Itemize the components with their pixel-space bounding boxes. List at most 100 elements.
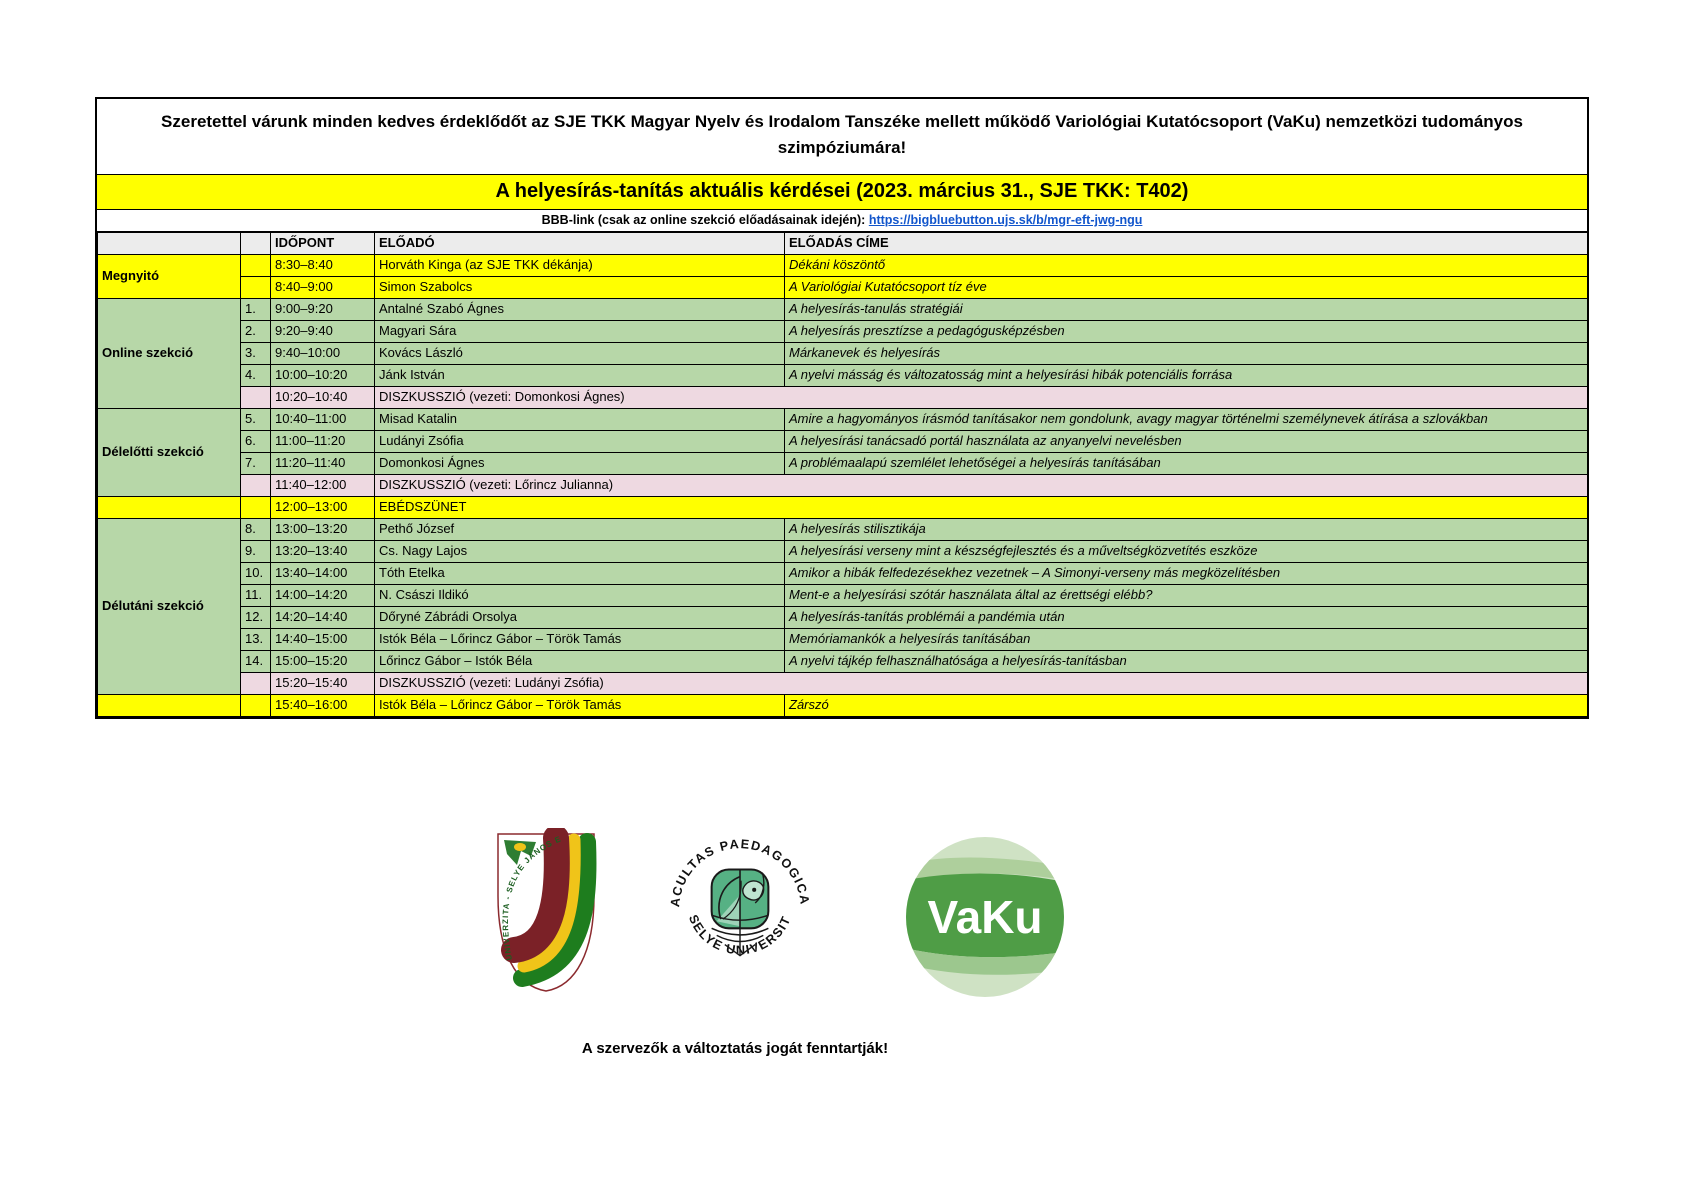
table-row: 12. 14:20–14:40 Dőryné Zábrádi Orsolya A… bbox=[98, 605, 1588, 629]
speaker-cell: Simon Szabolcs bbox=[374, 275, 785, 299]
num-cell bbox=[240, 693, 271, 717]
table-row: 14. 15:00–15:20 Lőrincz Gábor – Istók Bé… bbox=[98, 649, 1588, 673]
num-cell bbox=[240, 385, 271, 409]
title-cell: Memóriamankók a helyesírás tanításában bbox=[784, 627, 1588, 651]
time-cell: 13:00–13:20 bbox=[270, 517, 375, 541]
bird-icon bbox=[504, 840, 536, 865]
title-cell: Amikor a hibák felfedezésekhez vezetnek … bbox=[784, 561, 1588, 585]
num-cell: 11. bbox=[240, 583, 271, 607]
title-cell: A nyelvi tájkép felhasználhatósága a hel… bbox=[784, 649, 1588, 673]
speaker-cell: Domonkosi Ágnes bbox=[374, 451, 785, 475]
speaker-cell: Kovács László bbox=[374, 341, 785, 365]
speaker-cell: Horváth Kinga (az SJE TKK dékánja) bbox=[374, 253, 785, 277]
speaker-cell: Misad Katalin bbox=[374, 407, 785, 431]
time-cell: 11:40–12:00 bbox=[270, 473, 375, 497]
num-cell: 14. bbox=[240, 649, 271, 673]
time-cell: 15:40–16:00 bbox=[270, 693, 375, 717]
title-cell: Zárszó bbox=[784, 693, 1588, 717]
time-cell: 9:00–9:20 bbox=[270, 297, 375, 321]
header-num-cell bbox=[240, 231, 271, 255]
header-section-cell bbox=[97, 231, 241, 255]
time-cell: 9:40–10:00 bbox=[270, 341, 375, 365]
title-cell: A problémaalapú szemlélet lehetőségei a … bbox=[784, 451, 1588, 475]
time-cell: 11:00–11:20 bbox=[270, 429, 375, 453]
num-cell: 3. bbox=[240, 341, 271, 365]
schedule-table: IDŐPONT ELŐADÓ ELŐADÁS CÍME Megnyitó 8:3… bbox=[97, 231, 1588, 717]
time-cell: 9:20–9:40 bbox=[270, 319, 375, 343]
num-cell bbox=[240, 253, 271, 277]
time-cell: 13:20–13:40 bbox=[270, 539, 375, 563]
time-cell: 8:40–9:00 bbox=[270, 275, 375, 299]
time-cell: 14:20–14:40 bbox=[270, 605, 375, 629]
table-row: 7. 11:20–11:40 Domonkosi Ágnes A problém… bbox=[98, 451, 1588, 475]
speaker-cell: Antalné Szabó Ágnes bbox=[374, 297, 785, 321]
num-cell: 7. bbox=[240, 451, 271, 475]
time-cell: 15:20–15:40 bbox=[270, 671, 375, 695]
bbb-link-row: BBB-link (csak az online szekció előadás… bbox=[97, 209, 1587, 232]
closing-row: 15:40–16:00 Istók Béla – Lőrincz Gábor –… bbox=[97, 693, 1588, 717]
column-header-time: IDŐPONT bbox=[270, 231, 375, 255]
section-label-online: Online szekció bbox=[97, 297, 241, 409]
vaku-logo: VaKu bbox=[905, 836, 1065, 998]
table-row: 13. 14:40–15:00 Istók Béla – Lőrincz Gáb… bbox=[98, 627, 1588, 651]
title-cell: Márkanevek és helyesírás bbox=[784, 341, 1588, 365]
lunch-cell: EBÉDSZÜNET bbox=[374, 495, 1588, 519]
table-row: 3. 9:40–10:00 Kovács László Márkanevek é… bbox=[98, 341, 1588, 365]
title-cell: Dékáni köszöntő bbox=[784, 253, 1588, 277]
num-cell: 6. bbox=[240, 429, 271, 453]
speaker-cell: Dőryné Zábrádi Orsolya bbox=[374, 605, 785, 629]
discussion-row: 10:20–10:40 DISZKUSSZIÓ (vezeti: Domonko… bbox=[98, 385, 1588, 409]
intro-text: Szeretettel várunk minden kedves érdeklő… bbox=[97, 99, 1587, 175]
table-row: 11. 14:00–14:20 N. Császi Ildikó Ment-e … bbox=[98, 583, 1588, 607]
num-cell: 13. bbox=[240, 627, 271, 651]
table-row: 2. 9:20–9:40 Magyari Sára A helyesírás p… bbox=[98, 319, 1588, 343]
title-cell: A helyesírás stilisztikája bbox=[784, 517, 1588, 541]
footer-note: A szervezők a változtatás jogát fenntart… bbox=[581, 1040, 889, 1057]
section-cell-empty bbox=[97, 693, 241, 717]
faculty-logo: FACULTAS PAEDAGOGICAE J. SELYE UNIVERSIT… bbox=[659, 817, 816, 980]
time-cell: 10:40–11:00 bbox=[270, 407, 375, 431]
table-row: Online szekció 1. 9:00–9:20 Antalné Szab… bbox=[97, 297, 1588, 409]
title-cell: A helyesírás-tanítás problémái a pandémi… bbox=[784, 605, 1588, 629]
time-cell: 10:00–10:20 bbox=[270, 363, 375, 387]
num-cell: 12. bbox=[240, 605, 271, 629]
time-cell: 11:20–11:40 bbox=[270, 451, 375, 475]
num-cell bbox=[240, 495, 271, 519]
table-row: 4. 10:00–10:20 Jánk István A nyelvi máss… bbox=[98, 363, 1588, 387]
section-cell-empty bbox=[97, 495, 241, 519]
section-label-afternoon: Délutáni szekció bbox=[97, 517, 241, 695]
time-cell: 13:40–14:00 bbox=[270, 561, 375, 585]
table-row: Délelőtti szekció 5. 10:40–11:00 Misad K… bbox=[97, 407, 1588, 497]
speaker-cell: Lőrincz Gábor – Istók Béla bbox=[374, 649, 785, 673]
vaku-label: VaKu bbox=[927, 891, 1042, 943]
discussion-cell: DISZKUSSZIÓ (vezeti: Lőrincz Julianna) bbox=[374, 473, 1588, 497]
speaker-cell: Jánk István bbox=[374, 363, 785, 387]
num-cell: 9. bbox=[240, 539, 271, 563]
table-row: Délutáni szekció 8. 13:00–13:20 Pethő Jó… bbox=[97, 517, 1588, 695]
speaker-cell: Tóth Etelka bbox=[374, 561, 785, 585]
title-cell: A helyesírási tanácsadó portál használat… bbox=[784, 429, 1588, 453]
time-cell: 10:20–10:40 bbox=[270, 385, 375, 409]
num-cell: 1. bbox=[240, 297, 271, 321]
program-sheet: Szeretettel várunk minden kedves érdeklő… bbox=[95, 97, 1589, 719]
column-header-title: ELŐADÁS CÍME bbox=[784, 231, 1588, 255]
page-title: A helyesírás-tanítás aktuális kérdései (… bbox=[97, 174, 1587, 210]
time-cell: 8:30–8:40 bbox=[270, 253, 375, 277]
table-row: 8:40–9:00 Simon Szabolcs A Variológiai K… bbox=[98, 275, 1588, 299]
time-cell: 14:00–14:20 bbox=[270, 583, 375, 607]
bbb-link[interactable]: https://bigbluebutton.ujs.sk/b/mgr-eft-j… bbox=[868, 212, 1143, 227]
title-cell: Ment-e a helyesírási szótár használata á… bbox=[784, 583, 1588, 607]
title-cell: A Variológiai Kutatócsoport tíz éve bbox=[784, 275, 1588, 299]
num-cell bbox=[240, 275, 271, 299]
section-label-morning: Délelőtti szekció bbox=[97, 407, 241, 497]
time-cell: 12:00–13:00 bbox=[270, 495, 375, 519]
num-cell bbox=[240, 671, 271, 695]
table-row: 6. 11:00–11:20 Ludányi Zsófia A helyesír… bbox=[98, 429, 1588, 453]
bbb-link-label: BBB-link (csak az online szekció előadás… bbox=[541, 212, 866, 227]
title-cell: A helyesírási verseny mint a készségfejl… bbox=[784, 539, 1588, 563]
num-cell bbox=[240, 473, 271, 497]
num-cell: 2. bbox=[240, 319, 271, 343]
university-shield-icon: UNIVERZITA - SELYE JÁNOS EGYETEM bbox=[486, 821, 597, 992]
lunch-row: 12:00–13:00 EBÉDSZÜNET bbox=[97, 495, 1588, 519]
table-row: Megnyitó 8:30–8:40 Horváth Kinga (az SJE… bbox=[97, 253, 1588, 299]
